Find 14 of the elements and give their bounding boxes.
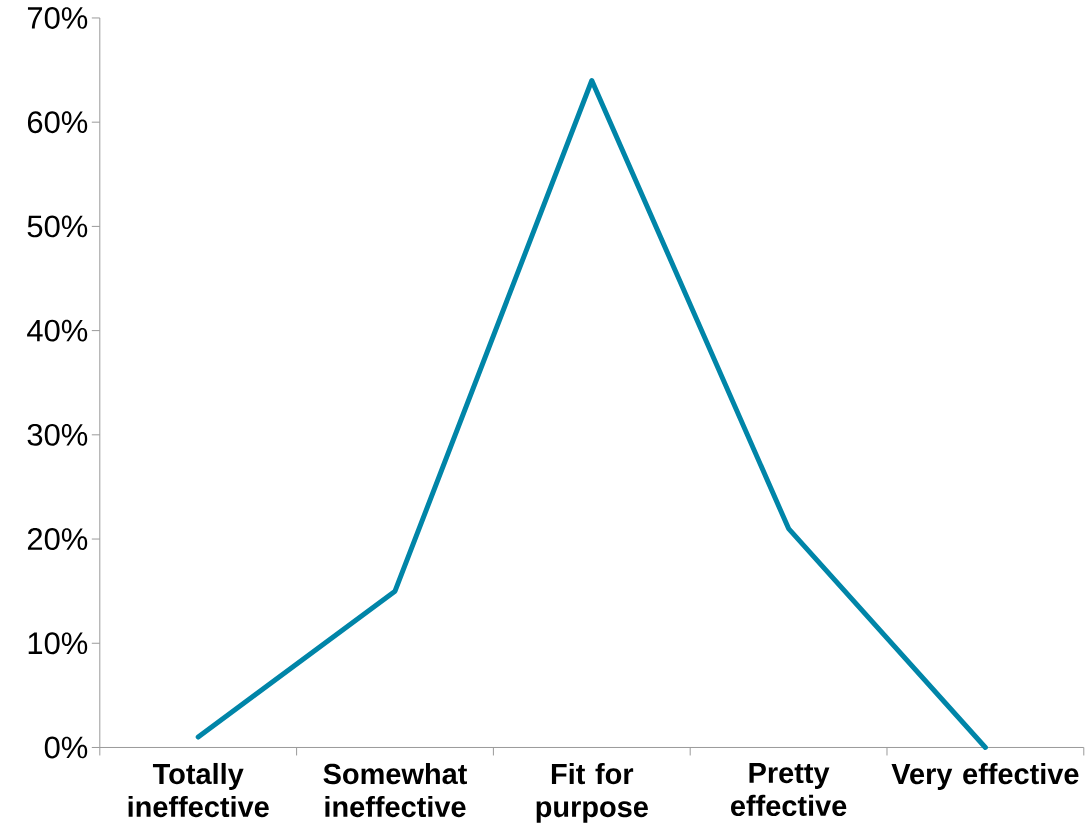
y-tick-label: 20% — [27, 527, 88, 550]
x-tick-label: Pretty effective — [731, 762, 847, 816]
y-tick-label: 40% — [27, 319, 88, 342]
x-tick-label: Totally ineffective — [128, 762, 269, 817]
y-tick-label: 60% — [27, 111, 88, 133]
y-tick-label: 0% — [44, 736, 88, 759]
x-tick-label: Very effective — [891, 762, 1079, 790]
x-tick-label: Fit for purpose — [536, 762, 648, 823]
y-tick-label: 30% — [27, 423, 88, 446]
y-tick-label: 50% — [27, 215, 88, 238]
x-tick-label: Somewhat ineffective — [323, 762, 467, 817]
line-series — [195, 77, 988, 750]
y-tick-label: 10% — [28, 632, 88, 655]
y-tick-label: 70% — [27, 6, 88, 29]
